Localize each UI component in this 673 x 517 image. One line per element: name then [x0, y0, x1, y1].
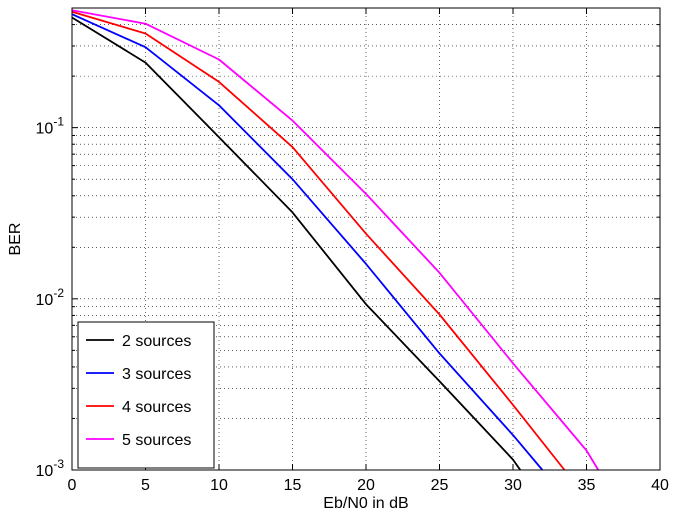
tick-labels: 0 5 10 15 20 25 30 35 40 10-1 10-2 10-3 [36, 115, 669, 494]
legend-entry-label: 3 sources [122, 366, 191, 383]
series-line-3-sources [71, 13, 544, 471]
y-tick-label: 10-1 [36, 115, 65, 138]
series-line-5-sources [71, 9, 600, 471]
ticks [71, 7, 661, 471]
x-tick-label: 30 [504, 477, 522, 494]
y-tick-label: 10-3 [36, 457, 65, 480]
x-tick-label: 20 [357, 477, 375, 494]
x-tick-label: 5 [141, 477, 150, 494]
x-axis-label: Eb/N0 in dB [323, 495, 408, 512]
x-tick-label: 0 [68, 477, 77, 494]
legend-entry-label: 5 sources [122, 432, 191, 449]
series-line-4-sources [71, 10, 566, 471]
legend: 2 sources 3 sources 4 sources 5 sources [77, 321, 215, 469]
x-tick-label: 40 [651, 477, 669, 494]
y-tick-label: 10-2 [36, 286, 65, 309]
x-tick-label: 25 [431, 477, 449, 494]
y-axis-label: BER [7, 223, 24, 256]
legend-entry-label: 4 sources [122, 399, 191, 416]
legend-entry-label: 2 sources [122, 333, 191, 350]
x-tick-label: 15 [284, 477, 302, 494]
series-line-2-sources [71, 16, 522, 471]
legend-box [77, 321, 215, 469]
x-tick-label: 35 [578, 477, 596, 494]
x-tick-label: 10 [210, 477, 228, 494]
grid [72, 8, 660, 470]
series-lines [71, 9, 600, 471]
